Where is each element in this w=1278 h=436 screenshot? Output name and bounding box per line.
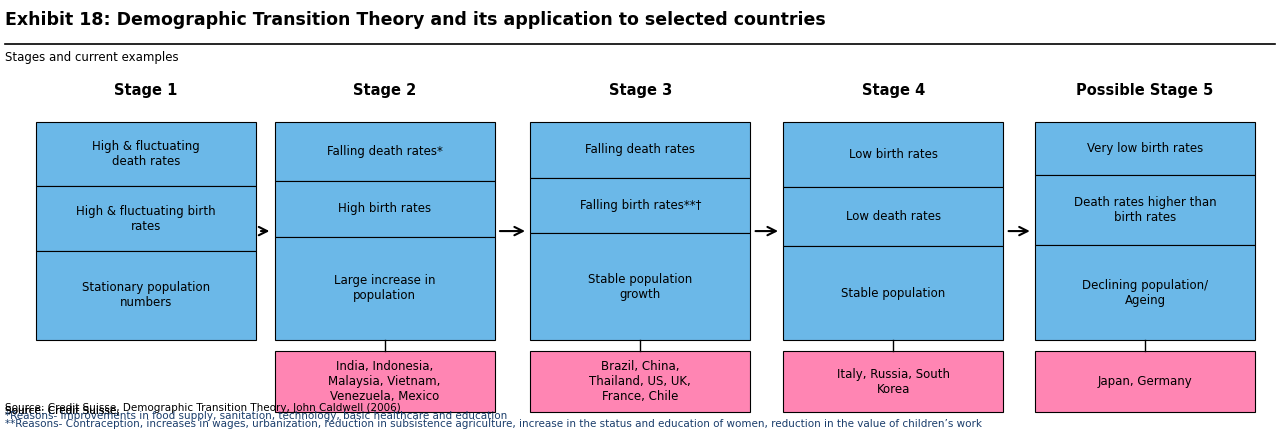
Text: Large increase in
population: Large increase in population xyxy=(334,274,436,302)
Text: Exhibit 18: Demographic Transition Theory and its application to selected countr: Exhibit 18: Demographic Transition Theor… xyxy=(5,11,826,29)
Text: Stationary population
numbers: Stationary population numbers xyxy=(82,281,210,310)
Text: Possible Stage 5: Possible Stage 5 xyxy=(1076,83,1214,98)
Text: High & fluctuating birth
rates: High & fluctuating birth rates xyxy=(75,204,216,232)
Text: India, Indonesia,
Malaysia, Vietnam,
Venezuela, Mexico: India, Indonesia, Malaysia, Vietnam, Ven… xyxy=(328,360,441,403)
Text: *Reasons- Improvements in food supply, sanitation, technology, basic healthcare : *Reasons- Improvements in food supply, s… xyxy=(5,411,507,421)
Text: Low death rates: Low death rates xyxy=(846,211,941,223)
Text: Stage 3: Stage 3 xyxy=(608,83,672,98)
Text: High birth rates: High birth rates xyxy=(339,202,431,215)
Text: Italy, Russia, South
Korea: Italy, Russia, South Korea xyxy=(837,368,950,395)
Text: Stage 1: Stage 1 xyxy=(114,83,178,98)
Text: Stage 2: Stage 2 xyxy=(353,83,417,98)
Text: **Reasons- Contraception, increases in wages, urbanization, reduction in subsist: **Reasons- Contraception, increases in w… xyxy=(5,419,982,429)
Text: Very low birth rates: Very low birth rates xyxy=(1088,142,1203,155)
Text: Stage 4: Stage 4 xyxy=(861,83,925,98)
Text: Japan, Germany: Japan, Germany xyxy=(1098,375,1192,388)
Text: Falling death rates: Falling death rates xyxy=(585,143,695,157)
Text: High & fluctuating
death rates: High & fluctuating death rates xyxy=(92,140,199,168)
Text: Source: Credit Suisse, Demographic Transition Theory, John Caldwell (2006): Source: Credit Suisse, Demographic Trans… xyxy=(5,403,401,413)
Text: Falling death rates*: Falling death rates* xyxy=(327,145,442,158)
Text: Source: Credit Suisse,: Source: Credit Suisse, xyxy=(5,405,123,416)
Text: Stages and current examples: Stages and current examples xyxy=(5,51,179,65)
Text: Falling birth rates**†: Falling birth rates**† xyxy=(580,199,700,212)
Text: Brazil, China,
Thailand, US, UK,
France, Chile: Brazil, China, Thailand, US, UK, France,… xyxy=(589,360,691,403)
Text: Source: Credit Suisse,: Source: Credit Suisse, xyxy=(5,405,123,416)
Text: Stable population: Stable population xyxy=(841,287,946,300)
Text: Low birth rates: Low birth rates xyxy=(849,148,938,161)
Text: Stable population
growth: Stable population growth xyxy=(588,272,693,301)
Text: Death rates higher than
birth rates: Death rates higher than birth rates xyxy=(1074,196,1217,225)
Text: Declining population/
Ageing: Declining population/ Ageing xyxy=(1082,279,1208,307)
